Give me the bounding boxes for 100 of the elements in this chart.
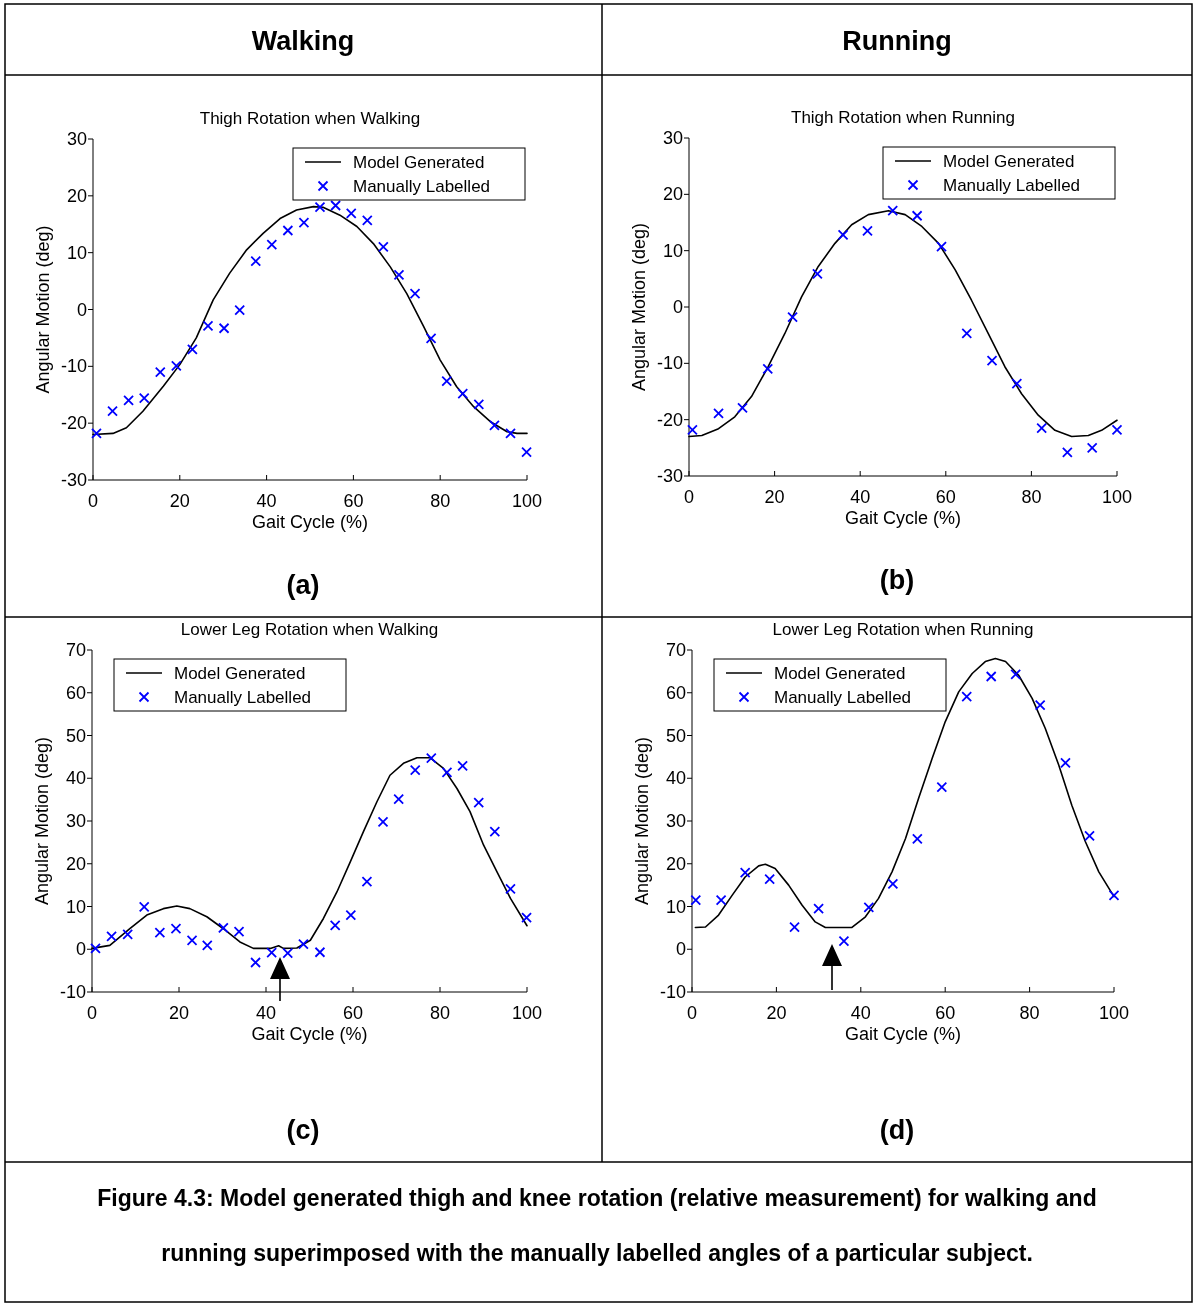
point [217,922,229,934]
point [887,878,899,890]
y-tick-label: 30 [665,811,686,831]
y-tick-label: 0 [672,297,683,317]
x-tick-label: 100 [1101,487,1133,507]
y-tick-label: 20 [665,853,686,874]
point [298,217,310,228]
point [961,328,973,339]
x-tick-label: 40 [255,1003,277,1023]
y-tick-label: -10 [60,356,87,377]
point [282,225,294,236]
point [329,919,341,931]
point [473,797,485,809]
point [863,901,875,913]
y-tick-label: 0 [675,939,686,960]
point [739,867,751,879]
point [441,766,453,778]
point [91,428,102,439]
point [713,408,724,419]
y-tick-label: 50 [65,725,86,746]
y-tick-label: -10 [656,353,683,374]
y-tick-label: -20 [60,413,87,434]
y-tick-label: -30 [60,470,87,490]
y-tick-label: -30 [656,466,683,486]
text: (d) [879,1115,915,1145]
legend-label: Manually Labelled [174,688,312,707]
x-axis-title: Gait Cycle (%) [251,1024,368,1044]
point [715,894,727,906]
x-tick-label: 40 [850,487,871,507]
x-tick-label: 20 [764,487,785,507]
legend-label: Model Generated [774,664,906,683]
point [233,926,245,938]
point [330,200,342,211]
x-tick-label: 60 [935,487,956,507]
point [690,894,702,906]
point [457,388,469,400]
point [202,320,214,332]
point [961,691,973,702]
x-tick-label: 20 [766,1003,787,1023]
point [393,793,405,805]
y-tick-label: 30 [65,811,86,831]
x-tick-label: 80 [430,491,451,511]
y-axis-title: Angular Motion (deg) [33,225,53,394]
point [936,241,947,253]
point [911,833,923,845]
x-tick-label: 60 [342,1003,364,1023]
x-axis-title: Gait Cycle (%) [251,512,369,532]
y-axis-title: Angular Motion (deg) [629,222,649,392]
y-tick-label: 40 [65,768,86,789]
point [298,938,309,950]
legend-label: Model Generated [353,153,485,172]
legend-label: Manually Labelled [774,688,912,707]
line-series [694,657,1115,929]
y-tick-label: 70 [665,640,686,660]
point [425,333,437,344]
y-tick-label: 60 [65,682,86,703]
point [154,927,166,938]
point [762,363,774,375]
point [887,205,899,217]
point [457,760,469,772]
point [170,360,182,372]
point [345,909,357,921]
text: Figure 4.3: Model generated thigh and knee rotation (relative measurement) for walking and running superimposed with the manually labelled angles of a particular subject. [97,1185,1097,1266]
point [489,420,500,431]
text: (b) [879,565,915,595]
y-tick-label: 20 [66,185,87,206]
point [862,225,873,237]
point [521,446,532,458]
point [489,826,501,838]
y-axis-title: Angular Motion (deg) [632,736,652,906]
text: Walking [251,26,355,56]
legend-label: Manually Labelled [943,176,1081,195]
y-tick-label: 70 [65,640,86,660]
point [186,343,198,355]
point [361,876,373,888]
point [473,399,485,410]
point [393,269,405,281]
point [282,947,294,959]
point [1036,422,1048,434]
x-tick-label: 100 [511,1003,543,1023]
point [812,268,823,280]
legend-label: Manually Labelled [353,177,491,196]
point [266,239,278,251]
point [409,764,421,776]
y-tick-label: 10 [66,242,87,263]
point [985,671,997,682]
point [1108,889,1120,901]
point [505,428,516,439]
x-tick-label: 60 [935,1003,956,1023]
y-tick-label: 10 [665,896,686,917]
point [737,402,748,414]
y-tick-label: -10 [59,982,86,1002]
point [201,940,213,951]
point [218,322,230,334]
y-axis-title: Angular Motion (deg) [32,736,52,906]
point [90,943,101,954]
y-tick-label: -20 [656,409,683,430]
chart-title: Lower Leg Rotation when Running [772,620,1034,639]
y-tick-label: 10 [662,240,683,261]
point [505,883,516,895]
